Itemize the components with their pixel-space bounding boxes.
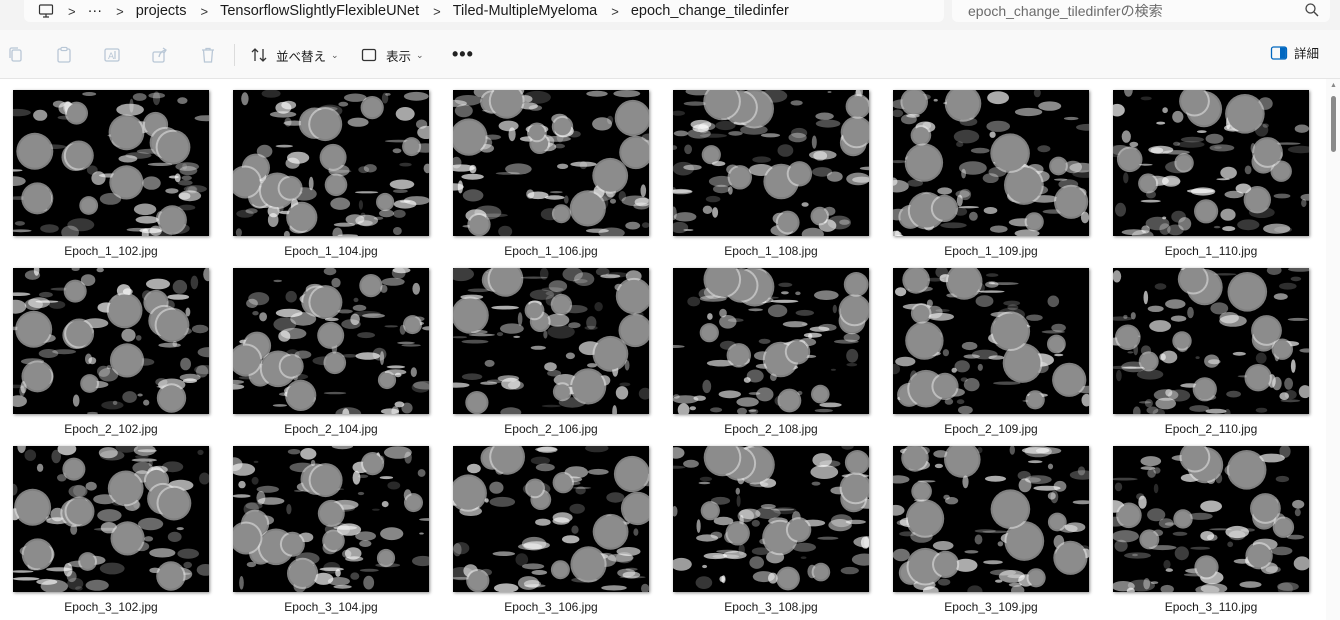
file-item[interactable]: Epoch_3_110.jpg <box>1113 446 1309 614</box>
file-item[interactable]: Epoch_2_104.jpg <box>233 268 429 436</box>
title-bar: > ··· > projects > TensorflowSlightlyFle… <box>0 0 1340 30</box>
file-name: Epoch_3_104.jpg <box>284 600 378 614</box>
view-label: 表示 <box>386 49 412 64</box>
file-name: Epoch_2_102.jpg <box>64 422 158 436</box>
file-name: Epoch_2_109.jpg <box>944 422 1038 436</box>
sort-label: 並べ替え <box>276 49 327 64</box>
breadcrumb[interactable]: > ··· > projects > TensorflowSlightlyFle… <box>24 0 944 22</box>
share-icon[interactable] <box>151 46 169 64</box>
search-icon[interactable] <box>1304 2 1320 18</box>
breadcrumb-dataset[interactable]: Tiled-MultipleMyeloma <box>452 3 598 19</box>
chevron-down-icon: ⌄ <box>331 49 339 60</box>
file-item[interactable]: Epoch_3_106.jpg <box>453 446 649 614</box>
file-item[interactable]: Epoch_2_102.jpg <box>13 268 209 436</box>
file-name: Epoch_1_108.jpg <box>724 244 818 258</box>
chevron-right-icon[interactable]: > <box>433 3 441 19</box>
scroll-up-arrow-icon[interactable]: ▲ <box>1330 82 1337 89</box>
image-thumbnail <box>453 90 649 236</box>
file-name: Epoch_2_104.jpg <box>284 422 378 436</box>
file-name: Epoch_1_102.jpg <box>64 244 158 258</box>
chevron-right-icon[interactable]: > <box>116 3 124 19</box>
scrollbar-thumb[interactable] <box>1331 96 1336 152</box>
image-thumbnail <box>673 268 869 414</box>
image-thumbnail <box>453 268 649 414</box>
file-name: Epoch_1_109.jpg <box>944 244 1038 258</box>
sort-button[interactable]: 並べ替え ⌄ <box>250 43 339 67</box>
breadcrumb-projects[interactable]: projects <box>135 3 187 19</box>
file-name: Epoch_3_108.jpg <box>724 600 818 614</box>
view-icon <box>361 48 377 62</box>
file-item[interactable]: Epoch_3_102.jpg <box>13 446 209 614</box>
file-name: Epoch_3_106.jpg <box>504 600 598 614</box>
chevron-right-icon[interactable]: > <box>68 3 76 19</box>
file-name: Epoch_2_108.jpg <box>724 422 818 436</box>
copy-icon[interactable] <box>7 46 25 64</box>
view-button[interactable]: 表示 ⌄ <box>360 43 424 67</box>
paste-icon[interactable] <box>55 46 73 64</box>
image-thumbnail <box>893 446 1089 592</box>
image-thumbnail <box>233 268 429 414</box>
chevron-right-icon[interactable]: > <box>611 3 619 19</box>
image-thumbnail <box>1113 446 1309 592</box>
file-name: Epoch_1_110.jpg <box>1164 244 1258 258</box>
image-thumbnail <box>453 446 649 592</box>
file-name: Epoch_3_109.jpg <box>944 600 1038 614</box>
sort-icon <box>251 48 267 62</box>
details-pane-button[interactable]: 詳細 <box>1270 43 1319 62</box>
search-placeholder: epoch_change_tiledinferの検索 <box>968 3 1163 19</box>
image-thumbnail <box>673 90 869 236</box>
breadcrumb-current-folder[interactable]: epoch_change_tiledinfer <box>630 3 789 19</box>
image-thumbnail <box>893 268 1089 414</box>
file-name: Epoch_2_106.jpg <box>504 422 598 436</box>
search-input[interactable]: epoch_change_tiledinferの検索 <box>952 0 1330 22</box>
breadcrumb-unet[interactable]: TensorflowSlightlyFlexibleUNet <box>220 3 420 19</box>
image-thumbnail <box>13 268 209 414</box>
file-item[interactable]: Epoch_1_106.jpg <box>453 90 649 258</box>
rename-icon[interactable]: A <box>103 46 121 64</box>
this-pc-icon[interactable] <box>38 3 54 19</box>
file-item[interactable]: Epoch_2_108.jpg <box>673 268 869 436</box>
details-label: 詳細 <box>1294 47 1320 61</box>
image-thumbnail <box>1113 90 1309 236</box>
chevron-right-icon[interactable]: > <box>200 3 209 19</box>
breadcrumb-overflow[interactable]: ··· <box>87 3 103 19</box>
file-name: Epoch_1_104.jpg <box>284 244 378 258</box>
image-thumbnail <box>893 90 1089 236</box>
vertical-scrollbar[interactable] <box>1326 79 1340 620</box>
more-options-button[interactable]: ••• <box>452 44 474 64</box>
file-item[interactable]: Epoch_2_109.jpg <box>893 268 1089 436</box>
file-name: Epoch_3_110.jpg <box>1164 600 1258 614</box>
command-bar: A 並べ替え ⌄ 表示 ⌄ ••• 詳細 <box>0 30 1340 79</box>
image-thumbnail <box>233 446 429 592</box>
image-thumbnail <box>13 90 209 236</box>
delete-icon[interactable] <box>199 46 217 64</box>
file-item[interactable]: Epoch_1_108.jpg <box>673 90 869 258</box>
divider <box>234 44 235 66</box>
file-item[interactable]: Epoch_2_106.jpg <box>453 268 649 436</box>
file-item[interactable]: Epoch_3_108.jpg <box>673 446 869 614</box>
image-thumbnail <box>13 446 209 592</box>
file-item[interactable]: Epoch_1_104.jpg <box>233 90 429 258</box>
file-name: Epoch_2_110.jpg <box>1164 422 1258 436</box>
image-thumbnail <box>673 446 869 592</box>
file-item[interactable]: Epoch_3_104.jpg <box>233 446 429 614</box>
image-thumbnail <box>1113 268 1309 414</box>
svg-text:A: A <box>108 52 115 62</box>
chevron-down-icon: ⌄ <box>416 49 424 60</box>
file-item[interactable]: Epoch_3_109.jpg <box>893 446 1089 614</box>
file-item[interactable]: Epoch_2_110.jpg <box>1113 268 1309 436</box>
file-name: Epoch_1_106.jpg <box>504 244 598 258</box>
file-item[interactable]: Epoch_1_109.jpg <box>893 90 1089 258</box>
image-thumbnail <box>233 90 429 236</box>
details-pane-icon <box>1270 45 1288 60</box>
file-item[interactable]: Epoch_1_110.jpg <box>1113 90 1309 258</box>
file-item[interactable]: Epoch_1_102.jpg <box>13 90 209 258</box>
file-grid: Epoch_1_102.jpg Epoch_1_104.jpg Epoch_1_10… <box>0 79 1326 620</box>
file-name: Epoch_3_102.jpg <box>64 600 158 614</box>
